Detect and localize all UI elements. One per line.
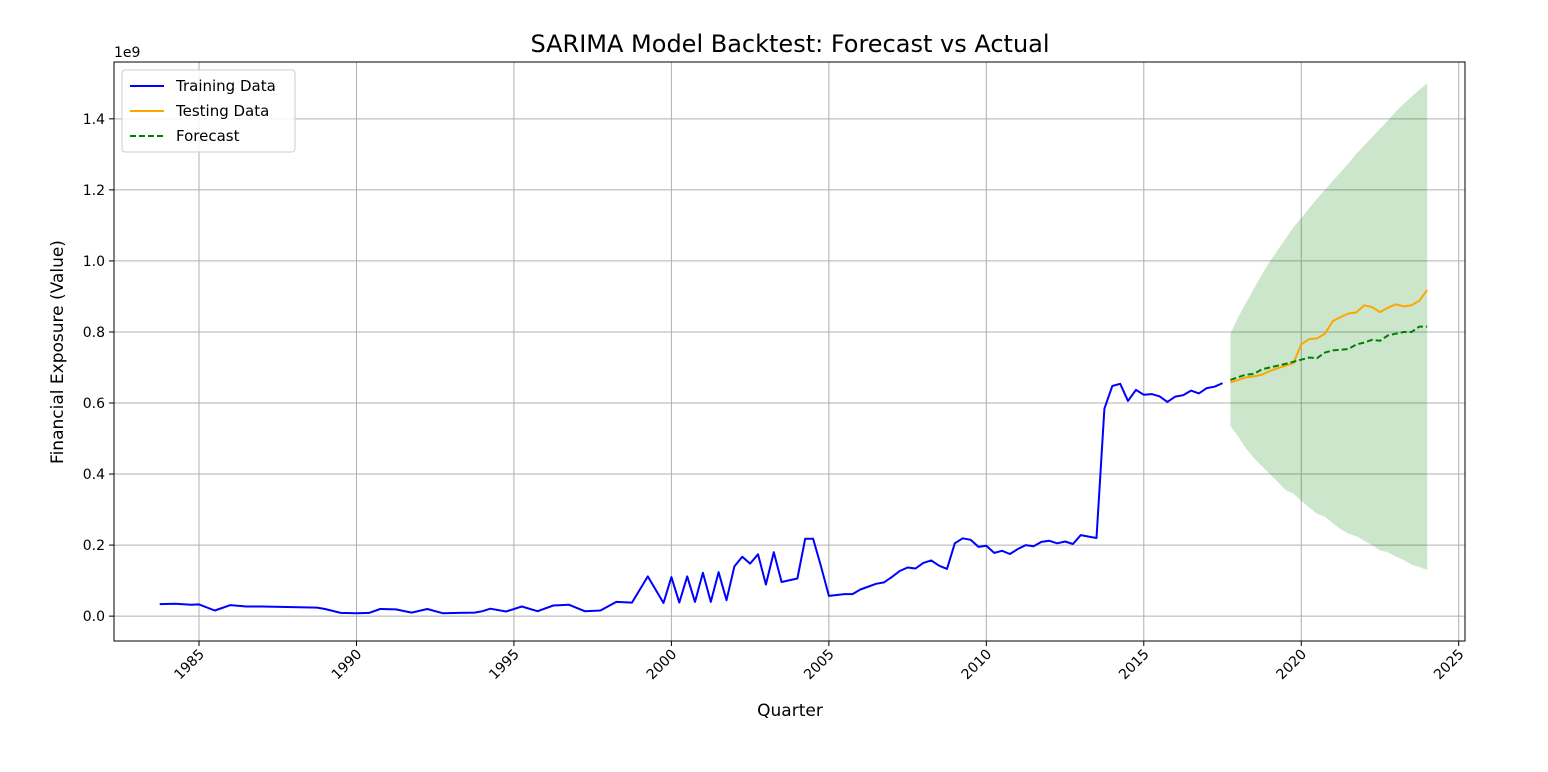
training-data-line bbox=[159, 382, 1223, 615]
x-axis-label: Quarter bbox=[757, 701, 823, 721]
y-tick-label: 0.6 bbox=[83, 396, 105, 412]
testing-data-line bbox=[1230, 289, 1429, 384]
chart-title: SARIMA Model Backtest: Forecast vs Actua… bbox=[530, 30, 1049, 58]
y-tick-label: 1.4 bbox=[83, 112, 105, 128]
legend: Training Data Testing Data Forecast bbox=[121, 69, 296, 153]
y-tick-label: 1.0 bbox=[83, 254, 105, 270]
y-tick-label: 0.4 bbox=[83, 467, 105, 483]
plot-frame bbox=[113, 61, 1466, 642]
y-tick-label: 0.8 bbox=[83, 325, 105, 341]
series-layer bbox=[159, 289, 1429, 615]
y-tick-label: 0.2 bbox=[83, 538, 105, 554]
grid bbox=[114, 62, 1465, 641]
forecast-line bbox=[1230, 325, 1428, 381]
legend-label-forecast: Forecast bbox=[176, 127, 240, 145]
y-tick-label: 0.0 bbox=[83, 609, 105, 625]
y-axis-label: Financial Exposure (Value) bbox=[48, 240, 68, 464]
y-axis: 0.0 0.2 0.4 0.6 0.8 1.0 1.2 1.4 bbox=[83, 112, 114, 625]
y-tick-label: 1.2 bbox=[83, 183, 105, 199]
legend-label-testing: Testing Data bbox=[175, 102, 269, 120]
legend-box bbox=[121, 69, 296, 153]
legend-label-training: Training Data bbox=[175, 77, 276, 95]
y-offset-label: 1e9 bbox=[114, 45, 140, 61]
